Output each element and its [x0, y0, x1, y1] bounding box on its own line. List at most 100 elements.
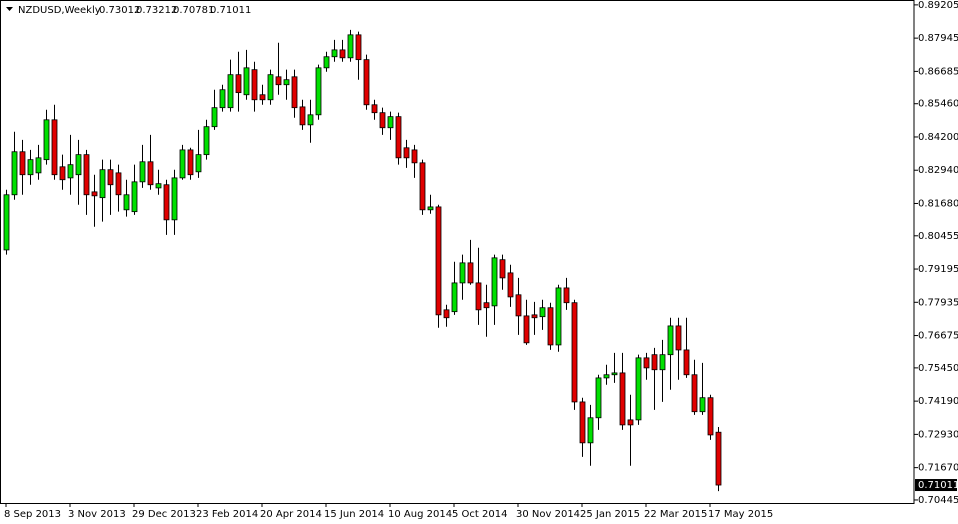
y-tick-label: 0.74190 — [918, 396, 958, 407]
candle-body — [371, 104, 378, 114]
candle-body — [707, 397, 714, 436]
candle-body — [499, 259, 506, 279]
candle-body — [35, 157, 42, 174]
candle-body — [243, 67, 250, 96]
candle-body — [395, 116, 402, 159]
candle-body — [635, 357, 642, 421]
candle-body — [691, 374, 698, 413]
menu-arrow[interactable] — [6, 7, 13, 11]
candle-body — [187, 149, 194, 176]
candle-body — [267, 74, 274, 101]
x-tick-label: 23 Feb 2014 — [196, 509, 258, 520]
candle-body — [675, 325, 682, 351]
candle-body — [123, 194, 130, 211]
candle-body — [547, 307, 554, 346]
y-tick-label: 0.75450 — [918, 363, 958, 374]
x-tick-label: 5 Oct 2014 — [452, 509, 507, 520]
candle-body — [419, 162, 426, 211]
candle-body — [643, 357, 650, 369]
candle-body — [523, 315, 530, 344]
current-price-box — [915, 479, 957, 492]
candle-body — [307, 114, 314, 126]
candle-body — [75, 154, 82, 176]
y-tick-label: 0.77935 — [918, 297, 958, 308]
candle-body — [3, 194, 10, 251]
candle-body — [507, 272, 514, 298]
candle-body — [259, 94, 266, 101]
y-tick-label: 0.84200 — [918, 132, 958, 143]
candle-body — [43, 119, 50, 161]
candle-body — [379, 112, 386, 129]
candle-body — [203, 126, 210, 156]
candle-body — [27, 159, 34, 176]
candle-body — [251, 69, 258, 101]
x-tick-label: 22 Mar 2015 — [644, 509, 707, 520]
candle-body — [627, 419, 634, 426]
candle-body — [411, 149, 418, 164]
candle-body — [283, 79, 290, 86]
candle-body — [91, 191, 98, 197]
candle-body — [603, 374, 610, 379]
candle-body — [579, 401, 586, 444]
x-tick-label: 30 Nov 2014 — [516, 509, 580, 520]
y-tick-label: 0.82940 — [918, 165, 958, 176]
y-tick-label: 0.76675 — [918, 331, 958, 342]
candle-body — [235, 74, 242, 94]
x-tick-label: 29 Dec 2013 — [132, 509, 196, 520]
candle-body — [51, 119, 58, 176]
x-tick-label: 3 Nov 2013 — [68, 509, 126, 520]
candle-body — [651, 354, 658, 371]
candle-body — [323, 56, 330, 69]
x-tick-label: 8 Sep 2013 — [4, 509, 61, 520]
candle-body — [595, 377, 602, 419]
candle-body — [155, 183, 162, 189]
candle-body — [347, 34, 354, 59]
candle-body — [699, 397, 706, 413]
y-tick-label: 0.70445 — [918, 495, 958, 506]
candle-body — [147, 161, 154, 186]
candle-body — [667, 325, 674, 356]
candle-body — [539, 307, 546, 318]
candle-body — [563, 287, 570, 304]
y-tick-label: 0.85460 — [918, 99, 958, 110]
candle-body — [211, 107, 218, 128]
candle-body — [99, 169, 106, 199]
x-tick-label: 17 May 2015 — [708, 509, 773, 520]
candle-body — [163, 184, 170, 221]
candle-body — [403, 147, 410, 159]
y-tick-label: 0.79195 — [918, 264, 958, 275]
candle-body — [315, 67, 322, 116]
current-price-label: 0.71011 — [918, 480, 958, 491]
quote-close: 0.71011 — [210, 5, 251, 16]
quote-high: 0.73212 — [136, 5, 177, 16]
candle-body — [611, 372, 618, 376]
x-tick-label: 15 Jun 2014 — [324, 509, 384, 520]
candle-body — [659, 354, 666, 371]
candle-body — [59, 166, 66, 181]
candle-body — [451, 282, 458, 313]
candle-body — [195, 154, 202, 173]
candle-body — [227, 74, 234, 109]
candle-body — [443, 309, 450, 319]
candle-body — [491, 257, 498, 307]
candle-body — [587, 417, 594, 444]
candle-body — [19, 151, 26, 176]
candle-body — [131, 181, 138, 213]
candle-body — [619, 372, 626, 426]
candle-body — [179, 149, 186, 179]
candle-body — [219, 89, 226, 109]
plot-frame — [0, 0, 915, 504]
chart-title: NZDUSD,Weekly — [18, 5, 101, 16]
candle-body — [483, 302, 490, 309]
candle-body — [363, 59, 370, 106]
candle-body — [387, 116, 394, 129]
candle-body — [115, 172, 122, 196]
quote-low: 0.70781 — [173, 5, 214, 16]
candle-body — [107, 169, 114, 186]
candle-body — [139, 161, 146, 183]
quote-open: 0.73012 — [99, 5, 140, 16]
candle-body — [531, 314, 538, 319]
candle-body — [571, 302, 578, 403]
candle-body — [467, 262, 474, 284]
